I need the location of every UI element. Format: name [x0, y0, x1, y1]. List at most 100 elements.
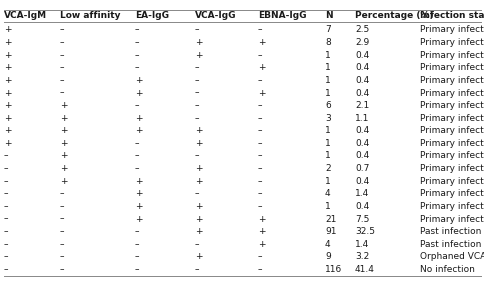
Text: +: +	[135, 114, 142, 123]
Text: –: –	[4, 252, 9, 261]
Text: Primary infection: Primary infection	[419, 114, 484, 123]
Text: +: +	[4, 26, 12, 34]
Text: –: –	[4, 265, 9, 274]
Text: –: –	[257, 51, 262, 60]
Text: –: –	[257, 189, 262, 198]
Text: –: –	[257, 126, 262, 135]
Text: –: –	[60, 240, 64, 249]
Text: +: +	[195, 139, 202, 148]
Text: +: +	[4, 114, 12, 123]
Text: 0.4: 0.4	[354, 88, 368, 98]
Text: –: –	[4, 215, 9, 223]
Text: 3: 3	[324, 114, 330, 123]
Text: Primary infection: Primary infection	[419, 164, 484, 173]
Text: +: +	[195, 252, 202, 261]
Text: –: –	[4, 227, 9, 236]
Text: 0.4: 0.4	[354, 51, 368, 60]
Text: Primary infection: Primary infection	[419, 151, 484, 161]
Text: 41.4: 41.4	[354, 265, 374, 274]
Text: –: –	[4, 177, 9, 186]
Text: 0.7: 0.7	[354, 164, 369, 173]
Text: 7: 7	[324, 26, 330, 34]
Text: Primary infection: Primary infection	[419, 189, 484, 198]
Text: 0.4: 0.4	[354, 177, 368, 186]
Text: 0.4: 0.4	[354, 202, 368, 211]
Text: –: –	[195, 265, 199, 274]
Text: –: –	[257, 101, 262, 110]
Text: –: –	[257, 177, 262, 186]
Text: +: +	[195, 164, 202, 173]
Text: +: +	[60, 164, 67, 173]
Text: +: +	[60, 177, 67, 186]
Text: –: –	[60, 227, 64, 236]
Text: +: +	[4, 38, 12, 47]
Text: –: –	[60, 63, 64, 72]
Text: Primary infection: Primary infection	[419, 38, 484, 47]
Text: +: +	[60, 126, 67, 135]
Text: +: +	[4, 139, 12, 148]
Text: –: –	[135, 38, 139, 47]
Text: –: –	[135, 101, 139, 110]
Text: EA-IgG: EA-IgG	[135, 11, 168, 21]
Text: Primary infection: Primary infection	[419, 101, 484, 110]
Text: 1: 1	[324, 88, 330, 98]
Text: –: –	[195, 189, 199, 198]
Text: –: –	[135, 26, 139, 34]
Text: –: –	[257, 114, 262, 123]
Text: 1.4: 1.4	[354, 240, 368, 249]
Text: –: –	[135, 240, 139, 249]
Text: –: –	[195, 88, 199, 98]
Text: EBNA-IgG: EBNA-IgG	[257, 11, 306, 21]
Text: +: +	[257, 227, 265, 236]
Text: –: –	[195, 76, 199, 85]
Text: +: +	[195, 51, 202, 60]
Text: No infection: No infection	[419, 265, 474, 274]
Text: –: –	[60, 76, 64, 85]
Text: N: N	[324, 11, 332, 21]
Text: +: +	[60, 151, 67, 161]
Text: 8: 8	[324, 38, 330, 47]
Text: 2.9: 2.9	[354, 38, 368, 47]
Text: –: –	[60, 189, 64, 198]
Text: +: +	[4, 63, 12, 72]
Text: –: –	[60, 38, 64, 47]
Text: 1: 1	[324, 139, 330, 148]
Text: +: +	[4, 51, 12, 60]
Text: +: +	[4, 76, 12, 85]
Text: Past infection: Past infection	[419, 227, 481, 236]
Text: 1: 1	[324, 51, 330, 60]
Text: 21: 21	[324, 215, 336, 223]
Text: –: –	[135, 252, 139, 261]
Text: –: –	[135, 265, 139, 274]
Text: 1: 1	[324, 126, 330, 135]
Text: –: –	[195, 151, 199, 161]
Text: 0.4: 0.4	[354, 63, 368, 72]
Text: +: +	[135, 126, 142, 135]
Text: Primary infection: Primary infection	[419, 51, 484, 60]
Text: –: –	[60, 202, 64, 211]
Text: 1: 1	[324, 177, 330, 186]
Text: 0.4: 0.4	[354, 139, 368, 148]
Text: –: –	[257, 151, 262, 161]
Text: –: –	[4, 202, 9, 211]
Text: Primary infection: Primary infection	[419, 139, 484, 148]
Text: Infection status: Infection status	[419, 11, 484, 21]
Text: +: +	[195, 38, 202, 47]
Text: Past infection: Past infection	[419, 240, 481, 249]
Text: VCA-IgM: VCA-IgM	[4, 11, 47, 21]
Text: –: –	[257, 252, 262, 261]
Text: +: +	[4, 88, 12, 98]
Text: Primary infection: Primary infection	[419, 202, 484, 211]
Text: +: +	[135, 202, 142, 211]
Text: +: +	[195, 215, 202, 223]
Text: 0.4: 0.4	[354, 151, 368, 161]
Text: –: –	[60, 265, 64, 274]
Text: 2: 2	[324, 164, 330, 173]
Text: 7.5: 7.5	[354, 215, 369, 223]
Text: –: –	[135, 63, 139, 72]
Text: 1.1: 1.1	[354, 114, 369, 123]
Text: –: –	[195, 63, 199, 72]
Text: –: –	[60, 215, 64, 223]
Text: –: –	[135, 51, 139, 60]
Text: –: –	[4, 189, 9, 198]
